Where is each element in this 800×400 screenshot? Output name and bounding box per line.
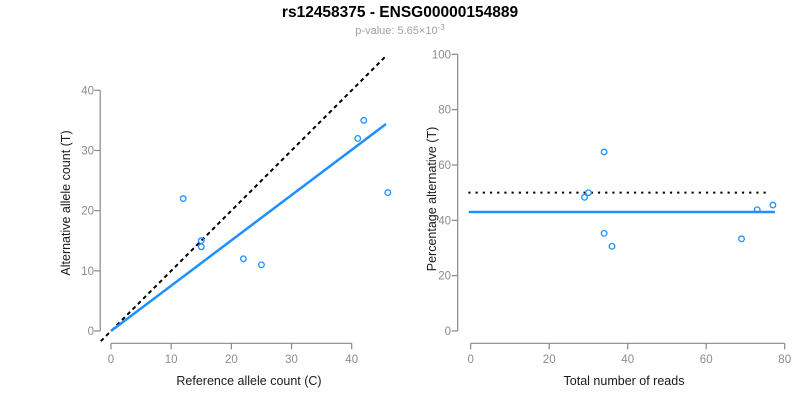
x-tick-label: 40 bbox=[345, 354, 358, 366]
scatter-point bbox=[384, 189, 392, 197]
x-tick-label: 30 bbox=[285, 354, 298, 366]
x-tick-label: 0 bbox=[108, 354, 114, 366]
y-tick-label: 100 bbox=[432, 49, 451, 61]
left-y-axis-title: Alternative allele count (T) bbox=[59, 130, 73, 276]
scatter-point bbox=[197, 237, 205, 245]
y-tick-label: 60 bbox=[438, 160, 451, 172]
y-tick-label: 10 bbox=[81, 266, 94, 278]
figure-title: rs12458375 - ENSG00000154889 bbox=[281, 4, 519, 21]
scatter-point bbox=[360, 116, 368, 124]
scatter-point bbox=[354, 134, 362, 142]
x-tick-label: 80 bbox=[778, 354, 791, 366]
x-tick-label: 20 bbox=[225, 354, 238, 366]
percentage-alternative-plot: 0 20 40 60 80 0 20 40 60 80 100 bbox=[432, 49, 791, 366]
y-tick-label: 20 bbox=[81, 206, 94, 218]
y-tick-label: 40 bbox=[438, 215, 451, 227]
p-value-exponent: -3 bbox=[437, 23, 445, 32]
identity-line bbox=[100, 54, 388, 342]
scatter-point bbox=[239, 255, 247, 263]
allele-counts-plot: 0 10 20 30 40 0 10 20 30 40 bbox=[81, 54, 392, 366]
right-y-axis-title: Percentage alternative (T) bbox=[425, 126, 439, 272]
y-tick-label: 30 bbox=[81, 145, 94, 157]
scatter-point bbox=[600, 148, 608, 156]
scatter-point bbox=[753, 206, 761, 214]
y-tick-label: 80 bbox=[438, 105, 451, 117]
scatter-point bbox=[608, 242, 616, 250]
x-tick-label: 20 bbox=[543, 354, 556, 366]
scatter-point bbox=[738, 235, 745, 243]
scatter-point bbox=[257, 261, 265, 269]
p-value-subtitle: p-value: 5.65×10-3 bbox=[0, 23, 800, 37]
x-tick-label: 60 bbox=[700, 354, 713, 366]
y-tick-label: 20 bbox=[438, 271, 451, 283]
x-tick-label: 10 bbox=[165, 354, 178, 366]
scatter-point bbox=[581, 193, 588, 201]
y-tick-label: 40 bbox=[81, 85, 94, 97]
y-tick-label: 0 bbox=[88, 326, 94, 338]
x-tick-label: 40 bbox=[621, 354, 634, 366]
scatter-point bbox=[585, 189, 592, 197]
x-tick-label: 0 bbox=[467, 354, 473, 366]
scatter-point bbox=[600, 229, 608, 237]
scatter-point bbox=[197, 243, 205, 251]
left-x-axis-title: Reference allele count (C) bbox=[176, 374, 322, 388]
right-x-axis-title: Total number of reads bbox=[563, 374, 685, 388]
regression-line bbox=[110, 122, 387, 332]
scatter-point bbox=[769, 201, 777, 209]
scatter-point bbox=[179, 195, 187, 203]
p-value-text: p-value: 5.65×10 bbox=[355, 25, 438, 37]
y-tick-label: 0 bbox=[445, 326, 451, 338]
